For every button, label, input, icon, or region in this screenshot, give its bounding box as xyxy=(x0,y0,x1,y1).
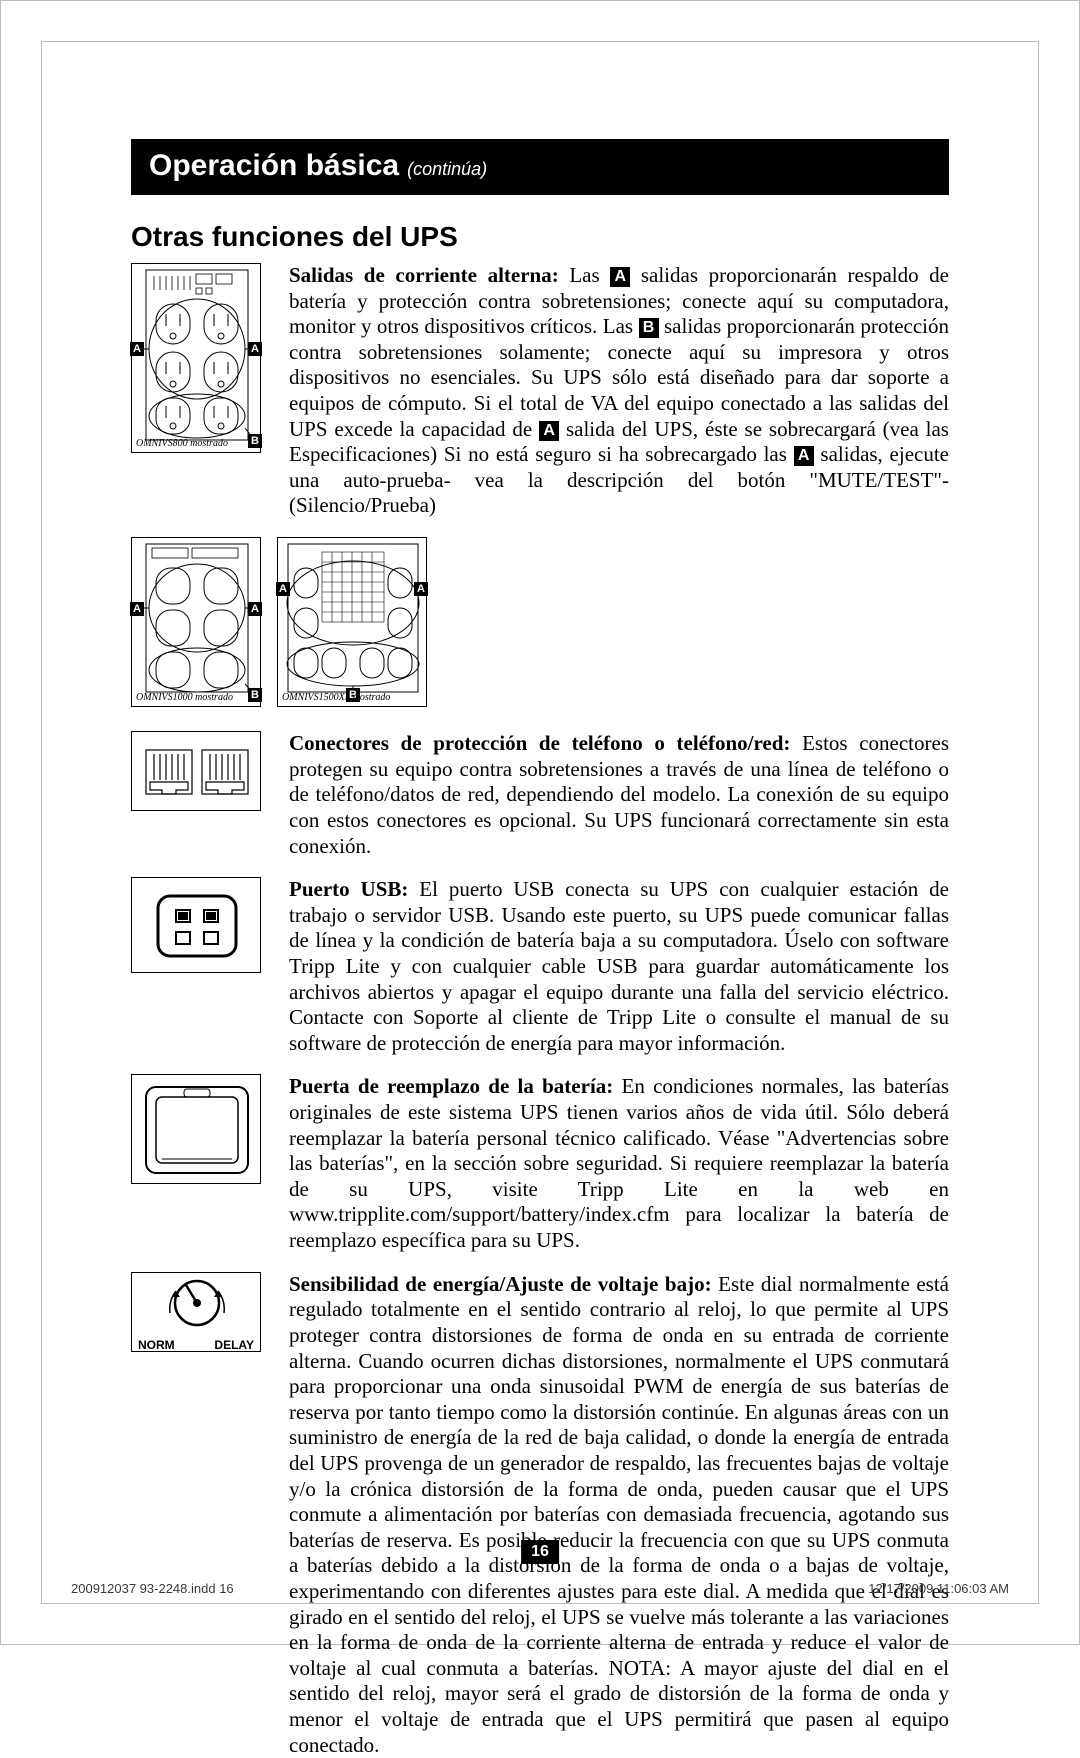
ups-back-diagram-icon xyxy=(132,538,262,708)
diagram-omnivs800: A A B OMNIVS800 mostrado xyxy=(131,263,261,453)
usb-port-icon xyxy=(132,878,262,974)
sensitivity-text: Sensibilidad de energía/Ajuste de voltaj… xyxy=(289,1272,949,1758)
figure-omnivs800: A A B OMNIVS800 mostrado xyxy=(131,263,271,459)
figure-sensitivity-dial: NORM DELAY xyxy=(131,1272,261,1352)
figure-battery-door xyxy=(131,1074,261,1184)
page-subtitle: Otras funciones del UPS xyxy=(131,221,949,253)
label-a-inline: A xyxy=(539,421,559,441)
content: A A B OMNIVS800 mostrado Salidas de corr… xyxy=(131,263,949,1758)
label-a-icon: A xyxy=(248,602,262,616)
phone-net-text: Conectores de protección de teléfono o t… xyxy=(289,731,949,859)
figure-omnivs1000: A A B OMNIVS1000 mostrado xyxy=(131,537,261,707)
figure-omnivs1500xl: A A B OMNIVS1500XL mostrado xyxy=(277,537,427,707)
section-sensitivity: NORM DELAY Sensibilidad de energía/Ajust… xyxy=(131,1272,949,1758)
label-b-icon: B xyxy=(248,434,262,448)
bold-lead: Salidas de corriente alterna: xyxy=(289,263,569,287)
ups-back-diagram-icon xyxy=(132,264,262,454)
label-a-icon: A xyxy=(248,342,262,356)
delay-label: DELAY xyxy=(214,1338,254,1352)
page: Operación básica (continúa) Otras funcio… xyxy=(0,0,1080,1645)
battery-door-text: Puerta de reemplazo de la batería: En co… xyxy=(289,1074,949,1253)
footer-right: 12/17/2009 11:06:03 AM xyxy=(868,1581,1009,1596)
battery-door-icon xyxy=(132,1075,262,1185)
figure-usb-port xyxy=(131,877,261,973)
header-continues: (continúa) xyxy=(407,159,487,179)
section-usb: Puerto USB: El puerto USB conecta su UPS… xyxy=(131,877,949,1056)
page-number: 16 xyxy=(521,1540,559,1564)
label-a-inline: A xyxy=(610,267,630,287)
label-b-inline: B xyxy=(639,318,659,338)
section-phone-net: Conectores de protección de teléfono o t… xyxy=(131,731,949,859)
label-a-icon: A xyxy=(130,602,144,616)
figure-caption: OMNIVS1000 mostrado xyxy=(136,692,233,703)
rj-jacks-icon xyxy=(132,732,262,812)
label-a-inline: A xyxy=(794,446,814,466)
ac-outlets-text: Salidas de corriente alterna: Las A sali… xyxy=(289,263,949,519)
header-title: Operación básica xyxy=(149,149,399,182)
figure-caption: OMNIVS800 mostrado xyxy=(136,438,228,449)
label-a-icon: A xyxy=(414,582,428,596)
label-a-icon: A xyxy=(276,582,290,596)
label-a-icon: A xyxy=(130,342,144,356)
norm-label: NORM xyxy=(138,1338,175,1352)
ups-back-diagram-icon xyxy=(278,538,428,708)
section-ac-outlets: A A B OMNIVS800 mostrado Salidas de corr… xyxy=(131,263,949,519)
usb-text: Puerto USB: El puerto USB conecta su UPS… xyxy=(289,877,949,1056)
footer-left: 200912037 93-2248.indd 16 xyxy=(71,1581,234,1596)
figure-rj-jacks xyxy=(131,731,261,811)
label-b-icon: B xyxy=(248,688,262,702)
dial-icon xyxy=(132,1273,262,1333)
figure-caption: OMNIVS1500XL mostrado xyxy=(282,692,390,703)
section-header: Operación básica (continúa) xyxy=(131,139,949,195)
dial-labels: NORM DELAY xyxy=(132,1338,260,1356)
section-battery-door: Puerta de reemplazo de la batería: En co… xyxy=(131,1074,949,1253)
